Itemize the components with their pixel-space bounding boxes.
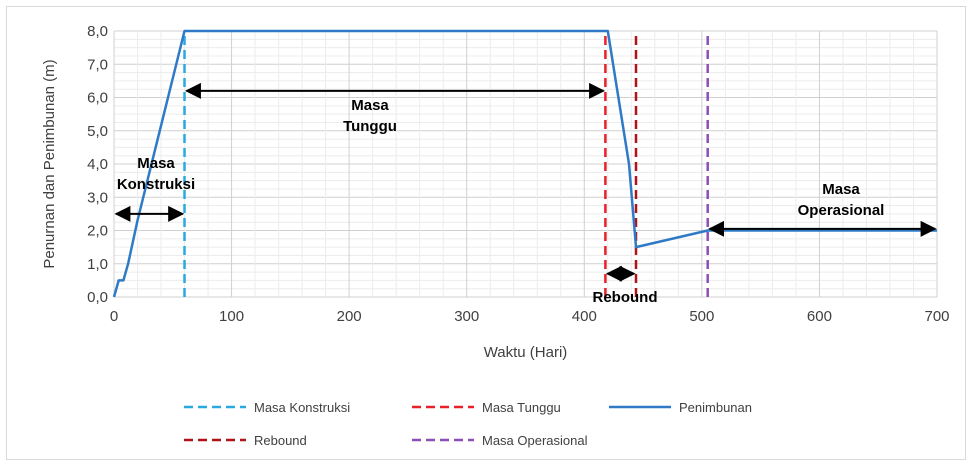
annotation-arrows: [114, 82, 937, 282]
y-axis-title: Penurnan dan Penimbunan (m): [41, 59, 58, 268]
x-tick-label: 200: [337, 308, 362, 325]
y-tick-label: 7,0: [87, 56, 108, 73]
annotation-label: Masa: [137, 155, 175, 172]
x-axis-title: Waktu (Hari): [484, 344, 568, 361]
y-tick-label: 1,0: [87, 256, 108, 273]
x-tick-label: 500: [689, 308, 714, 325]
legend-label: Rebound: [254, 433, 307, 448]
vertical-markers: [183, 31, 709, 297]
annotation-label: Masa: [822, 181, 860, 198]
axis-titles: Waktu (Hari) Penurnan dan Penimbunan (m): [41, 59, 567, 361]
x-tick-label: 600: [807, 308, 832, 325]
tick-labels: 0,0 1,0 2,0 3,0 4,0 5,0 6,0 7,0 8,0 0 100 200 300 400…: [87, 23, 949, 325]
y-tick-label: 0,0: [87, 289, 108, 306]
legend: Masa Konstruksi Masa Tunggu Penimbunan Rebo…: [184, 400, 752, 448]
y-tick-label: 8,0: [87, 23, 108, 40]
legend-label: Masa Operasional: [482, 433, 588, 448]
series-line-penimbunan: [112, 29, 937, 298]
y-tick-label: 3,0: [87, 189, 108, 206]
annotation-label: Rebound: [593, 289, 658, 306]
annotation-label: Operasional: [798, 202, 885, 219]
y-tick-label: 6,0: [87, 90, 108, 107]
legend-label: Penimbunan: [679, 400, 752, 415]
x-tick-label: 400: [572, 308, 597, 325]
legend-label: Masa Tunggu: [482, 400, 561, 415]
x-tick-label: 300: [454, 308, 479, 325]
annotation-labels: Masa Konstruksi Masa Tunggu Rebound Masa Opera…: [117, 97, 885, 306]
grid: [113, 30, 938, 298]
x-tick-label: 700: [924, 308, 949, 325]
y-tick-label: 5,0: [87, 123, 108, 140]
annotation-label: Konstruksi: [117, 176, 195, 193]
series-layer: [112, 29, 937, 298]
y-tick-label: 2,0: [87, 223, 108, 240]
x-tick-label: 0: [110, 308, 118, 325]
x-tick-label: 100: [219, 308, 244, 325]
legend-label: Masa Konstruksi: [254, 400, 350, 415]
y-tick-label: 4,0: [87, 156, 108, 173]
annotation-label: Masa: [351, 97, 389, 114]
annotation-label: Tunggu: [343, 118, 397, 135]
